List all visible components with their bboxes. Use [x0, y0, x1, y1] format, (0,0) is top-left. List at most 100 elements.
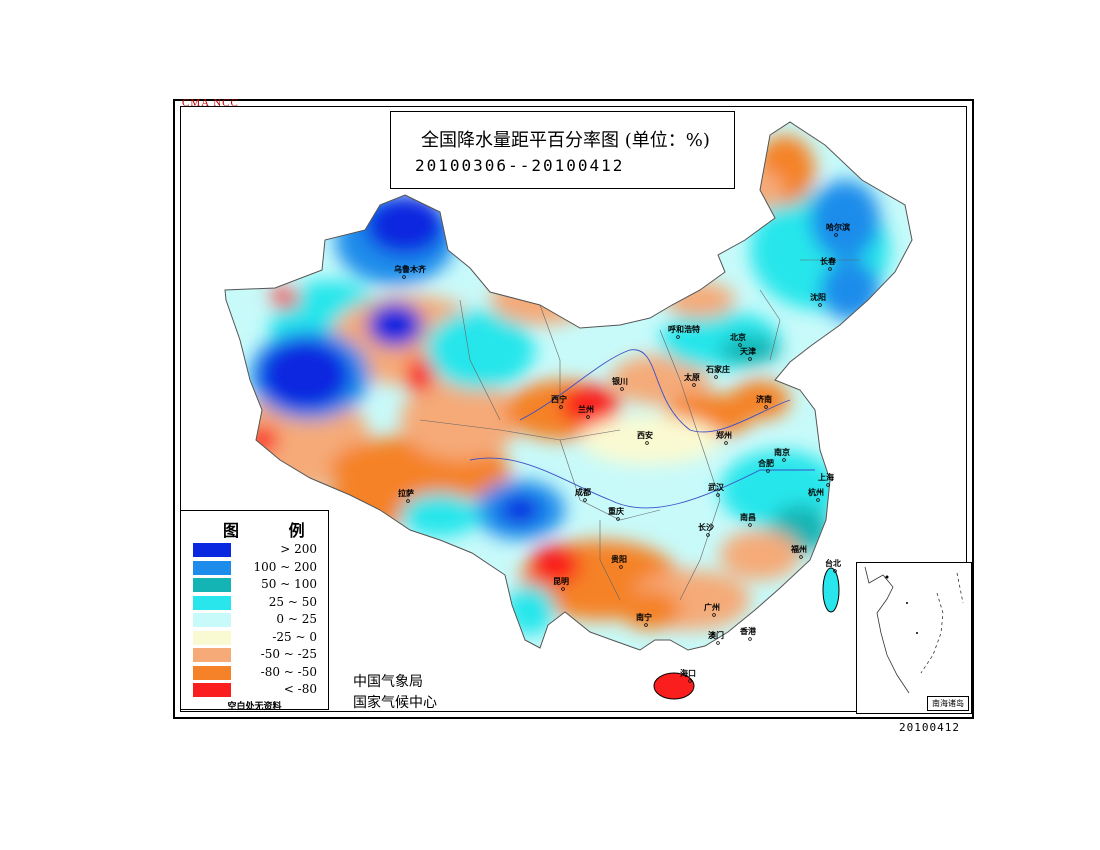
city-label: 银川: [611, 376, 628, 386]
issue-date-stamp: 20100412: [899, 721, 960, 734]
legend-label: > 200: [280, 542, 317, 556]
city-label: 福州: [790, 544, 807, 554]
watermark-cma-ncc: CMA NCC: [182, 97, 239, 109]
taiwan-island: [822, 567, 840, 613]
city-label: 杭州: [808, 487, 824, 497]
city-label: 海口: [680, 668, 696, 678]
city-label: 贵阳: [611, 554, 627, 564]
city-label: 北京: [730, 332, 746, 342]
city-marker: [692, 383, 696, 387]
city-label: 合肥: [757, 458, 774, 468]
title-box: 全国降水量距平百分率图 (单位：%) 20100306--20100412: [390, 111, 735, 189]
city-label: 兰州: [578, 404, 594, 414]
city-label: 广州: [704, 602, 720, 612]
legend-title: 图 例: [223, 521, 327, 540]
city-marker: [706, 533, 710, 537]
yellow-river: [519, 349, 791, 433]
city-marker: [402, 275, 406, 279]
legend-swatch: [193, 630, 231, 645]
city-label: 上海: [818, 472, 834, 482]
city-marker: [712, 613, 716, 617]
legend-swatch: [193, 595, 231, 610]
city-label: 西宁: [551, 394, 567, 404]
city-label: 天津: [740, 346, 756, 356]
city-marker: [748, 637, 752, 641]
city-label: 长沙: [698, 522, 714, 532]
city-label: 成都: [575, 487, 591, 497]
city-labels: 乌鲁木齐 哈尔滨 长春 沈阳 呼和浩特 北京 天津 石家庄 太原 银川 西宁 兰…: [394, 222, 850, 683]
map-frame-inner: [180, 106, 967, 712]
city-marker: [724, 441, 728, 445]
city-marker: [833, 569, 837, 573]
legend-label: 0 ~ 25: [276, 612, 317, 626]
city-marker: [583, 498, 587, 502]
city-label: 郑州: [716, 430, 732, 440]
legend-label: < -80: [283, 682, 317, 696]
legend-label: 100 ~ 200: [253, 559, 318, 574]
city-marker: [676, 335, 680, 339]
city-marker: [716, 641, 720, 645]
province-lines: [419, 259, 860, 601]
city-marker: [586, 415, 590, 419]
city-label: 哈尔滨: [826, 222, 850, 232]
legend-label: -50 ~ -25: [260, 647, 317, 661]
city-label: 长春: [820, 256, 836, 266]
city-marker: [748, 357, 752, 361]
city-marker: [688, 679, 692, 683]
map-frame-outer: [173, 99, 974, 719]
city-marker: [559, 405, 563, 409]
city-label: 武汉: [708, 482, 725, 492]
city-label: 石家庄: [705, 364, 730, 374]
map-title: 全国降水量距平百分率图 (单位：%): [421, 130, 710, 151]
city-label: 乌鲁木齐: [394, 264, 427, 274]
legend-box: 图 例 > 200 100 ~ 200 50 ~ 100 25 ~ 50 0 ~ 25 -…: [180, 510, 329, 712]
city-marker: [620, 387, 624, 391]
city-marker: [766, 469, 770, 473]
legend-swatch: [193, 578, 231, 592]
city-label: 南宁: [636, 612, 652, 622]
city-marker: [828, 267, 832, 271]
city-marker: [738, 343, 742, 347]
city-label: 重庆: [608, 506, 624, 516]
legend-label: -25 ~ 0: [272, 629, 317, 644]
legend-label: 50 ~ 100: [261, 577, 317, 591]
legend-swatch: [193, 613, 231, 627]
legend-swatch: [193, 560, 231, 575]
city-label: 呼和浩特: [668, 324, 700, 334]
org-name-ncc: 国家气候中心: [353, 695, 437, 711]
city-marker: [764, 405, 768, 409]
legend-note: 空白处无资料: [227, 702, 282, 712]
city-marker: [645, 441, 649, 445]
inset-label: 南海诸岛: [927, 696, 969, 711]
legend-swatch: [193, 665, 231, 680]
city-marker: [406, 499, 410, 503]
city-marker: [561, 587, 565, 591]
city-marker: [834, 233, 838, 237]
date-range: 20100306--20100412: [415, 156, 625, 175]
city-label: 拉萨: [398, 488, 414, 498]
city-marker: [714, 375, 718, 379]
city-label: 沈阳: [810, 292, 826, 302]
city-marker: [816, 498, 820, 502]
city-label: 西安: [637, 430, 653, 440]
city-marker: [716, 493, 720, 497]
city-label: 南昌: [740, 512, 756, 522]
city-marker: [644, 623, 648, 627]
city-marker: [748, 523, 752, 527]
city-marker: [616, 517, 620, 521]
city-label: 南京: [774, 447, 790, 457]
city-label: 济南: [756, 394, 772, 404]
hainan-island: [653, 672, 695, 700]
city-label: 台北: [825, 558, 841, 568]
city-marker: [818, 303, 822, 307]
south-china-sea-inset: 南海诸岛: [856, 562, 972, 714]
legend-label: -80 ~ -50: [260, 664, 317, 679]
city-label: 太原: [683, 372, 700, 382]
city-label: 昆明: [553, 576, 569, 586]
org-name-cma: 中国气象局: [353, 674, 423, 690]
city-marker: [782, 458, 786, 462]
inset-map: [864, 566, 964, 694]
city-label: 澳门: [708, 630, 724, 640]
legend-swatch: [193, 543, 231, 557]
